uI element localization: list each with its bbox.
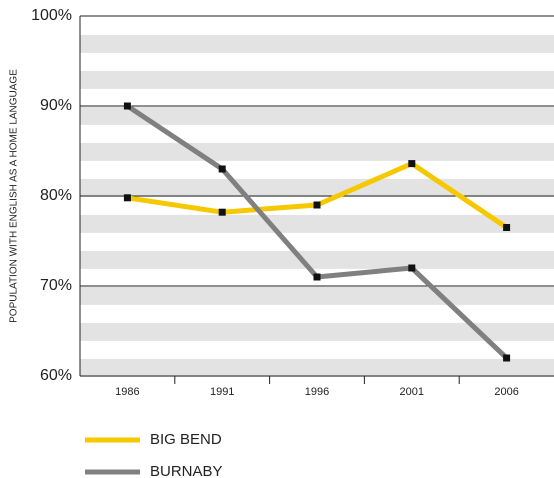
y-tick-label: 80% — [40, 187, 72, 204]
x-tick-label: 1996 — [305, 386, 329, 398]
point-marker — [503, 354, 511, 362]
point-marker — [123, 102, 131, 110]
stripe — [80, 358, 554, 377]
point-marker — [218, 208, 226, 216]
stripe — [80, 214, 554, 233]
y-tick-label: 70% — [40, 277, 72, 294]
stripe — [80, 34, 554, 53]
point-marker — [313, 273, 321, 281]
x-tick-label: 2006 — [494, 386, 518, 398]
point-marker — [123, 194, 131, 202]
y-tick-label: 90% — [40, 97, 72, 114]
legend-label: BURNABY — [150, 463, 223, 478]
point-marker — [313, 201, 321, 209]
stripe — [80, 322, 554, 341]
stripe — [80, 142, 554, 161]
point-marker — [218, 165, 226, 173]
stripe — [80, 286, 554, 305]
point-marker — [408, 264, 416, 272]
x-tick-label: 1986 — [115, 386, 139, 398]
y-axis-label: POPULATION WITH ENGLISH AS A HOME LANGUA… — [9, 69, 20, 323]
legend-label: BIG BEND — [150, 431, 222, 448]
point-marker — [503, 224, 511, 231]
x-tick-label: 1991 — [210, 386, 234, 398]
x-tick-label: 2001 — [400, 386, 424, 398]
y-tick-label: 60% — [40, 367, 72, 384]
point-marker — [408, 160, 416, 168]
stripe — [80, 106, 554, 125]
stripe — [80, 70, 554, 89]
stripe — [80, 178, 554, 197]
y-tick-label: 100% — [31, 7, 72, 24]
stripe — [80, 250, 554, 269]
